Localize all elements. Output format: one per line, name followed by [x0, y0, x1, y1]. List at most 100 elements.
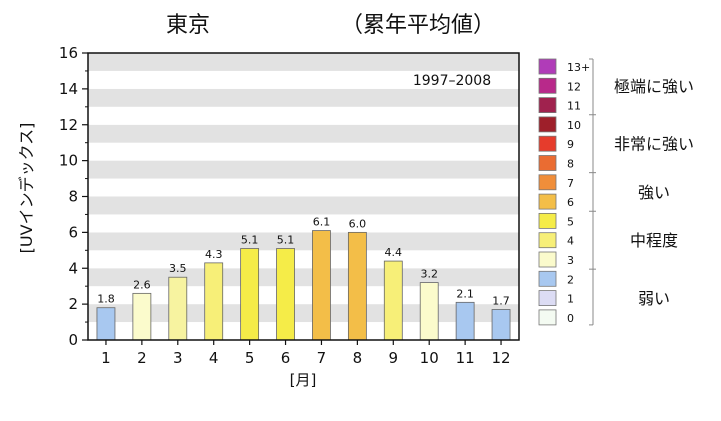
bar-value-label: 4.3	[205, 248, 223, 261]
legend-swatch	[538, 309, 557, 326]
legend-level-label: 7	[567, 177, 574, 190]
x-tick-label: 1	[101, 349, 111, 367]
bar	[276, 248, 295, 341]
plot-area: 1.8 1 2.6 2 3.5 3 4.3 4 5.1 5 5.1 6 6.1 7 6.0 8 4.4 9 3.2 1…	[59, 44, 520, 367]
legend-swatch	[538, 212, 557, 229]
bar	[312, 230, 331, 341]
grid-band	[88, 304, 519, 323]
legend-level-label: 0	[567, 312, 574, 325]
legend-level-label: 10	[567, 119, 581, 132]
grid-band	[88, 88, 519, 107]
chart-subtitle: （累年平均値）	[341, 13, 495, 38]
bar-value-label: 3.5	[169, 262, 187, 275]
legend-level-label: 6	[567, 196, 574, 209]
x-axis-label: [月]	[290, 371, 317, 389]
y-tick-label: 0	[68, 331, 78, 349]
legend-group-label: 極端に強い	[614, 77, 694, 96]
bar	[383, 260, 403, 341]
grid-band	[88, 268, 519, 287]
y-tick-label: 4	[68, 259, 78, 277]
x-tick-label: 9	[389, 349, 399, 367]
y-tick-label: 8	[68, 188, 78, 206]
plot-frame	[87, 52, 520, 341]
legend-level-label: 8	[567, 158, 574, 171]
bar	[204, 262, 224, 341]
bar-value-label: 6.1	[313, 216, 331, 229]
x-tick-label: 12	[491, 349, 510, 367]
grid-band	[88, 70, 519, 89]
legend-level-label: 1	[567, 293, 574, 306]
legend-swatch	[538, 116, 557, 133]
grid-band	[88, 106, 519, 125]
legend-swatch	[538, 135, 557, 152]
y-tick-label: 10	[59, 152, 78, 170]
y-tick-label: 12	[59, 116, 78, 134]
grid-band	[88, 178, 519, 197]
x-tick-label: 3	[173, 349, 183, 367]
legend-swatch	[538, 251, 557, 268]
legend-group-label: 非常に強い	[614, 135, 694, 154]
legend-group-label: 中程度	[630, 231, 678, 250]
bar-value-label: 1.8	[97, 293, 115, 306]
chart-title: 東京	[166, 13, 210, 38]
grid-band	[88, 142, 519, 161]
bar	[491, 309, 511, 341]
grid-band	[88, 322, 519, 340]
x-tick-label: 10	[420, 349, 439, 367]
legend-level-label: 11	[567, 100, 581, 113]
bar-value-label: 4.4	[385, 246, 403, 259]
grid-band	[88, 124, 519, 143]
bar	[455, 301, 475, 341]
grid-band	[88, 160, 519, 179]
x-tick-label: 4	[209, 349, 219, 367]
legend-group-label: 弱い	[638, 289, 670, 308]
legend-level-label: 13+	[567, 61, 590, 74]
legend-level-label: 5	[567, 215, 574, 228]
x-tick-label: 2	[137, 349, 147, 367]
grid-band	[88, 286, 519, 305]
x-tick-label: 8	[353, 349, 363, 367]
x-tick-label: 11	[456, 349, 475, 367]
y-axis-label: [UVインデックス]	[17, 123, 36, 254]
bar	[132, 292, 152, 341]
legend-group-label: 強い	[638, 183, 670, 202]
y-tick-label: 6	[68, 223, 78, 241]
legend-swatch	[538, 270, 557, 287]
legend-swatch	[538, 97, 557, 113]
bar	[419, 282, 439, 341]
legend-swatch	[538, 174, 557, 191]
legend-level-label: 3	[567, 254, 574, 267]
grid-band	[88, 250, 519, 269]
x-tick-label: 7	[317, 349, 327, 367]
legend-level-label: 12	[567, 80, 581, 93]
bar-value-label: 5.1	[277, 234, 295, 247]
grid-band	[88, 232, 519, 251]
y-tick-label: 14	[59, 80, 78, 98]
bar	[347, 231, 367, 341]
y-tick-label: 16	[59, 44, 78, 62]
period-label: 1997–2008	[413, 73, 491, 89]
bar-value-label: 5.1	[241, 234, 259, 247]
bar-value-label: 3.2	[420, 268, 438, 281]
grid-band	[88, 214, 519, 233]
legend-level-label: 4	[567, 235, 574, 248]
bar-value-label: 6.0	[349, 217, 367, 230]
bar-value-label: 2.1	[456, 287, 474, 300]
bar	[168, 276, 188, 341]
legend-swatch	[538, 290, 557, 307]
x-tick-label: 6	[281, 349, 291, 367]
legend-swatch	[538, 58, 557, 75]
bar	[96, 307, 116, 341]
legend-swatch	[538, 193, 557, 210]
bar-value-label: 2.6	[133, 278, 151, 291]
bar-value-label: 1.7	[492, 295, 510, 308]
bar	[240, 248, 260, 341]
grid-band	[88, 196, 519, 215]
legend-swatch	[538, 77, 557, 94]
y-tick-label: 2	[68, 295, 78, 313]
legend-swatch	[538, 232, 557, 249]
legend-level-label: 2	[567, 273, 574, 286]
grid-band	[88, 53, 519, 71]
